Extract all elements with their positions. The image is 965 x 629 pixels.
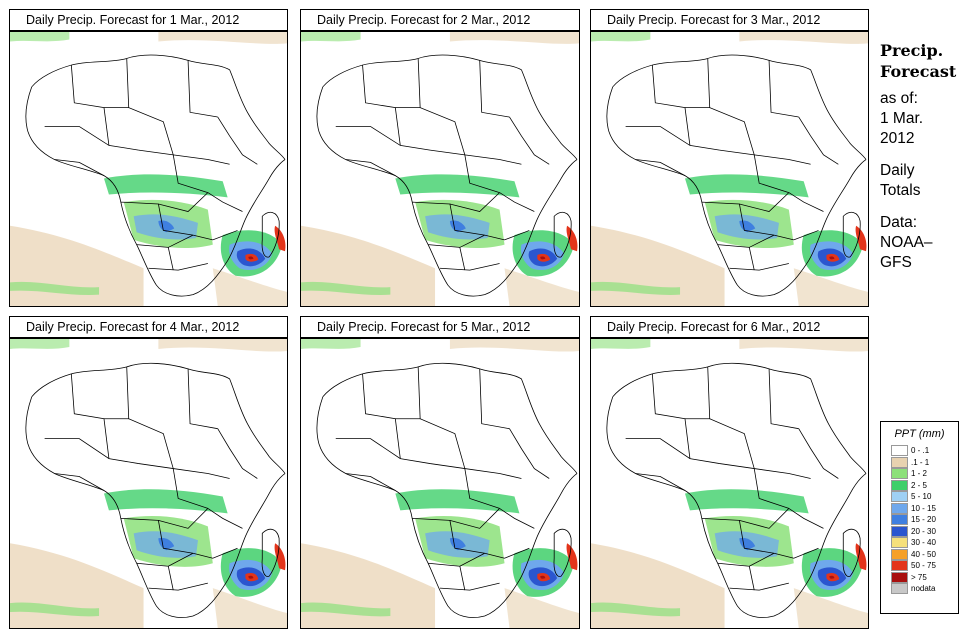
africa-precip-map <box>300 338 580 629</box>
legend-label: 5 - 10 <box>911 492 932 502</box>
itcz-rain-band <box>684 174 809 248</box>
legend-row: 20 - 30 <box>881 525 958 538</box>
legend-label: 0 - .1 <box>911 446 930 456</box>
legend-label: 15 - 20 <box>911 515 936 525</box>
legend-swatch <box>891 525 908 537</box>
legend-row: 1 - 2 <box>881 468 958 480</box>
legend-row: > 75 <box>881 571 958 584</box>
legend-label: 10 - 15 <box>911 503 936 513</box>
data-source: GFS <box>880 254 912 271</box>
info-title-line: Forecast <box>880 62 957 81</box>
country-borders <box>25 362 286 618</box>
legend-row: 40 - 50 <box>881 548 958 561</box>
asof-date: 1 Mar. <box>880 110 924 127</box>
africa-precip-map <box>9 31 288 307</box>
background-precip-band <box>301 32 579 306</box>
legend-label: .1 - 1 <box>911 457 930 467</box>
totals-label: Daily <box>880 162 915 179</box>
legend-swatch <box>891 537 908 549</box>
africa-precip-map <box>300 31 580 307</box>
legend-row: 10 - 15 <box>881 502 958 515</box>
legend-label: 2 - 5 <box>911 480 928 490</box>
background-precip-band <box>591 339 868 628</box>
totals-label: Totals <box>880 182 921 199</box>
data-source: NOAA– <box>880 234 933 251</box>
legend-label: 50 - 75 <box>911 561 936 571</box>
legend-swatch <box>891 479 908 491</box>
legend-label: 1 - 2 <box>911 469 928 479</box>
legend-label: 20 - 30 <box>911 526 936 536</box>
legend-swatch <box>891 560 908 572</box>
legend-row: .1 - 1 <box>881 456 958 469</box>
legend-label: nodata <box>911 584 936 594</box>
legend-row: 5 - 10 <box>881 491 958 503</box>
background-precip-band <box>301 339 579 628</box>
country-borders <box>316 54 578 297</box>
itcz-rain-band <box>395 489 520 567</box>
country-borders <box>606 54 867 297</box>
itcz-rain-band <box>103 489 228 567</box>
africa-precip-map <box>9 338 288 629</box>
country-borders <box>316 362 578 618</box>
legend-row: 0 - .1 <box>881 445 958 457</box>
legend-row: nodata <box>881 583 958 595</box>
southeast-storm <box>220 543 286 597</box>
country-borders <box>25 54 286 297</box>
legend-label: 30 - 40 <box>911 538 936 548</box>
legend-label: > 75 <box>911 572 927 582</box>
legend-swatch <box>891 583 908 595</box>
panel-title: Daily Precip. Forecast for 5 Mar., 2012 <box>300 316 580 338</box>
legend-swatch <box>891 514 908 526</box>
legend-swatch <box>891 445 908 457</box>
forecast-info: Precip. Forecast as of: 1 Mar. 2012 Dail… <box>880 40 962 273</box>
itcz-rain-band <box>684 489 809 567</box>
legend-row: 50 - 75 <box>881 560 958 572</box>
legend-swatch <box>891 548 908 560</box>
background-precip-band <box>591 32 868 306</box>
panel-title: Daily Precip. Forecast for 2 Mar., 2012 <box>300 9 580 31</box>
data-source-label: Data: <box>880 214 918 231</box>
legend-swatch <box>891 571 908 583</box>
itcz-rain-band <box>395 174 520 248</box>
asof-year: 2012 <box>880 130 915 147</box>
southeast-storm <box>512 543 578 597</box>
africa-precip-map <box>590 338 869 629</box>
asof-label: as of: <box>880 90 918 107</box>
background-precip-band <box>10 339 287 628</box>
legend-row: 15 - 20 <box>881 514 958 526</box>
panel-title: Daily Precip. Forecast for 4 Mar., 2012 <box>9 316 288 338</box>
panel-title: Daily Precip. Forecast for 1 Mar., 2012 <box>9 9 288 31</box>
itcz-rain-band <box>103 174 228 248</box>
legend-row: 30 - 40 <box>881 537 958 549</box>
info-title: Precip. Forecast <box>880 40 962 82</box>
panel-title: Daily Precip. Forecast for 6 Mar., 2012 <box>590 316 869 338</box>
legend-title: PPT (mm) <box>894 428 945 440</box>
background-precip-band <box>10 32 287 306</box>
legend-swatch <box>891 468 908 480</box>
legend-label: 40 - 50 <box>911 549 936 559</box>
legend-row: 2 - 5 <box>881 479 958 492</box>
legend-swatch <box>891 456 908 468</box>
legend-swatch <box>891 491 908 503</box>
info-title-line: Precip. <box>880 41 944 60</box>
country-borders <box>606 362 867 618</box>
legend-swatch <box>891 502 908 514</box>
africa-precip-map <box>590 31 869 307</box>
panel-title: Daily Precip. Forecast for 3 Mar., 2012 <box>590 9 869 31</box>
